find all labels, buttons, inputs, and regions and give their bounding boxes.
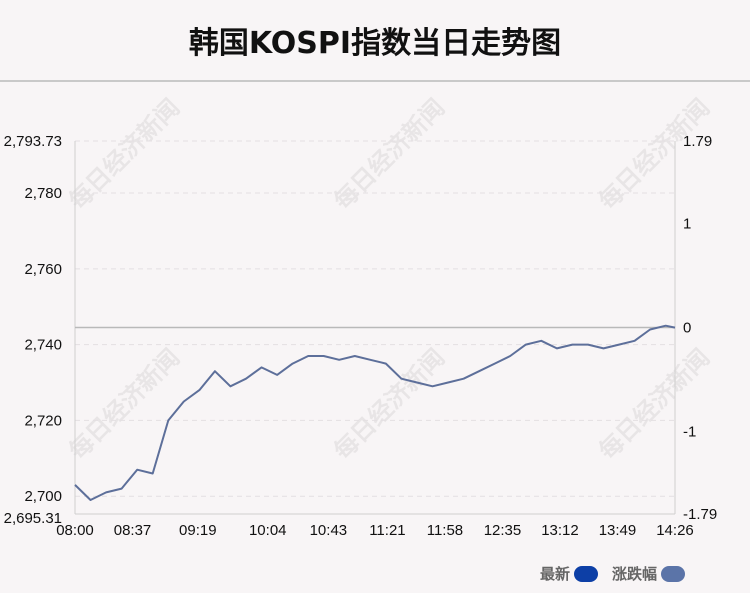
watermark-text: 每日经济新闻 xyxy=(329,344,451,466)
legend-label-latest: 最新 xyxy=(539,565,570,583)
y-right-tick-labels: 1.79 1 0 -1 -1.79 xyxy=(683,133,717,523)
watermark-text: 每日经济新闻 xyxy=(64,344,186,466)
title-divider xyxy=(0,80,750,82)
axes xyxy=(74,141,676,515)
y-left-tick-label: 2,740 xyxy=(24,337,62,354)
x-tick-label: 12:35 xyxy=(484,522,522,539)
y-right-tick-label: -1 xyxy=(683,424,696,441)
x-tick-label: 08:37 xyxy=(114,522,152,539)
y-left-tick-label: 2,760 xyxy=(24,261,62,278)
x-tick-label: 11:58 xyxy=(427,522,463,539)
watermark-text: 每日经济新闻 xyxy=(594,94,716,216)
y-right-tick-label: 1.79 xyxy=(683,133,712,150)
chart-title: 韩国KOSPI指数当日走势图 xyxy=(188,26,562,61)
y-left-tick-labels: 2,793.73 2,780 2,760 2,740 2,720 2,700 2,695.3… xyxy=(4,133,62,527)
legend: 最新 涨跌幅 xyxy=(532,563,685,584)
x-tick-label: 10:43 xyxy=(310,522,348,539)
x-tick-label: 10:04 xyxy=(249,522,287,539)
x-tick-label: 13:49 xyxy=(599,522,637,539)
legend-swatch-change xyxy=(661,565,685,582)
y-left-tick-label: 2,700 xyxy=(24,488,62,505)
x-tick-label: 08:00 xyxy=(56,522,94,539)
y-right-tick-label: 0 xyxy=(683,320,691,337)
series-line-latest xyxy=(74,324,676,501)
series-layer xyxy=(74,324,676,501)
y-right-tick-label: 1 xyxy=(683,215,691,232)
y-left-tick-label: 2,780 xyxy=(24,185,62,202)
watermark-text: 每日经济新闻 xyxy=(594,344,716,466)
x-tick-labels: 08:00 08:37 09:19 10:04 10:43 11:21 11:58 12:35… xyxy=(56,522,694,539)
watermark-text: 每日经济新闻 xyxy=(64,94,186,216)
y-left-tick-label: 2,720 xyxy=(24,412,62,429)
x-tick-label: 11:21 xyxy=(369,522,405,539)
legend-item-latest[interactable]: 最新 xyxy=(540,563,598,584)
y-left-tick-label: 2,695.31 xyxy=(4,510,62,527)
legend-swatch-latest xyxy=(573,565,598,582)
x-tick-label: 14:26 xyxy=(656,522,694,539)
legend-label-change: 涨跌幅 xyxy=(611,565,657,583)
legend-item-change[interactable]: 涨跌幅 xyxy=(612,563,685,584)
y-left-tick-label: 2,793.73 xyxy=(4,133,62,150)
watermark-text: 每日经济新闻 xyxy=(329,94,451,216)
y-right-tick-label: -1.79 xyxy=(683,506,717,523)
x-tick-label: 09:19 xyxy=(179,522,217,539)
x-tick-label: 13:12 xyxy=(541,522,579,539)
